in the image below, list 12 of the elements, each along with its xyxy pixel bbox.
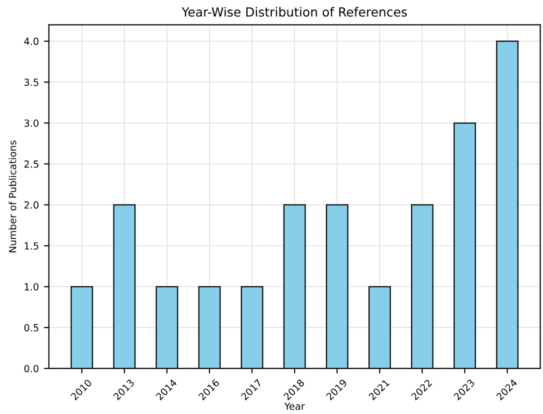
y-tick-label: 4.0 — [24, 38, 39, 46]
y-axis-title: Number of Publications — [8, 140, 16, 252]
y-tick-label: 1.0 — [24, 283, 39, 290]
y-tick-label: 2.5 — [24, 160, 38, 168]
x-axis-title: Year — [284, 402, 305, 410]
y-tick-label: 3.0 — [24, 119, 39, 127]
y-tick-label: 3.5 — [24, 78, 38, 86]
y-tick-label: 1.5 — [24, 242, 38, 250]
y-tick-label: 2.0 — [24, 201, 39, 209]
chart-title: Year-Wise Distribution of References — [182, 7, 407, 17]
y-tick-label: 0.5 — [24, 324, 38, 332]
y-tick-label: 0.0 — [24, 364, 39, 372]
